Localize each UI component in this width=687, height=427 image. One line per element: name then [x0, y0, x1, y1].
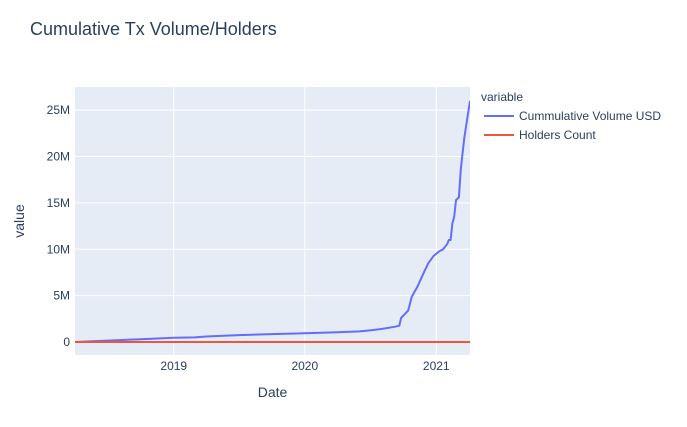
plot-background [75, 87, 470, 355]
legend-entry-label: Holders Count [519, 128, 596, 142]
x-tick-label: 2019 [160, 359, 187, 373]
y-tick-label: 10M [47, 242, 70, 256]
y-tick-label: 20M [47, 150, 70, 164]
legend-entry-label: Cummulative Volume USD [519, 109, 661, 123]
y-tick-label: 5M [53, 289, 70, 303]
series-line-volume [75, 100, 470, 343]
y-axis-title: value [11, 204, 27, 238]
y-tick-label: 25M [47, 103, 70, 117]
chart-title: Cumulative Tx Volume/Holders [30, 19, 277, 39]
x-tick-label: 2021 [423, 359, 450, 373]
x-axis-title: Date [258, 384, 288, 400]
x-tick-label: 2020 [291, 359, 318, 373]
y-tick-label: 0 [63, 335, 70, 349]
y-tick-label: 15M [47, 196, 70, 210]
legend-title: variable [481, 90, 523, 104]
